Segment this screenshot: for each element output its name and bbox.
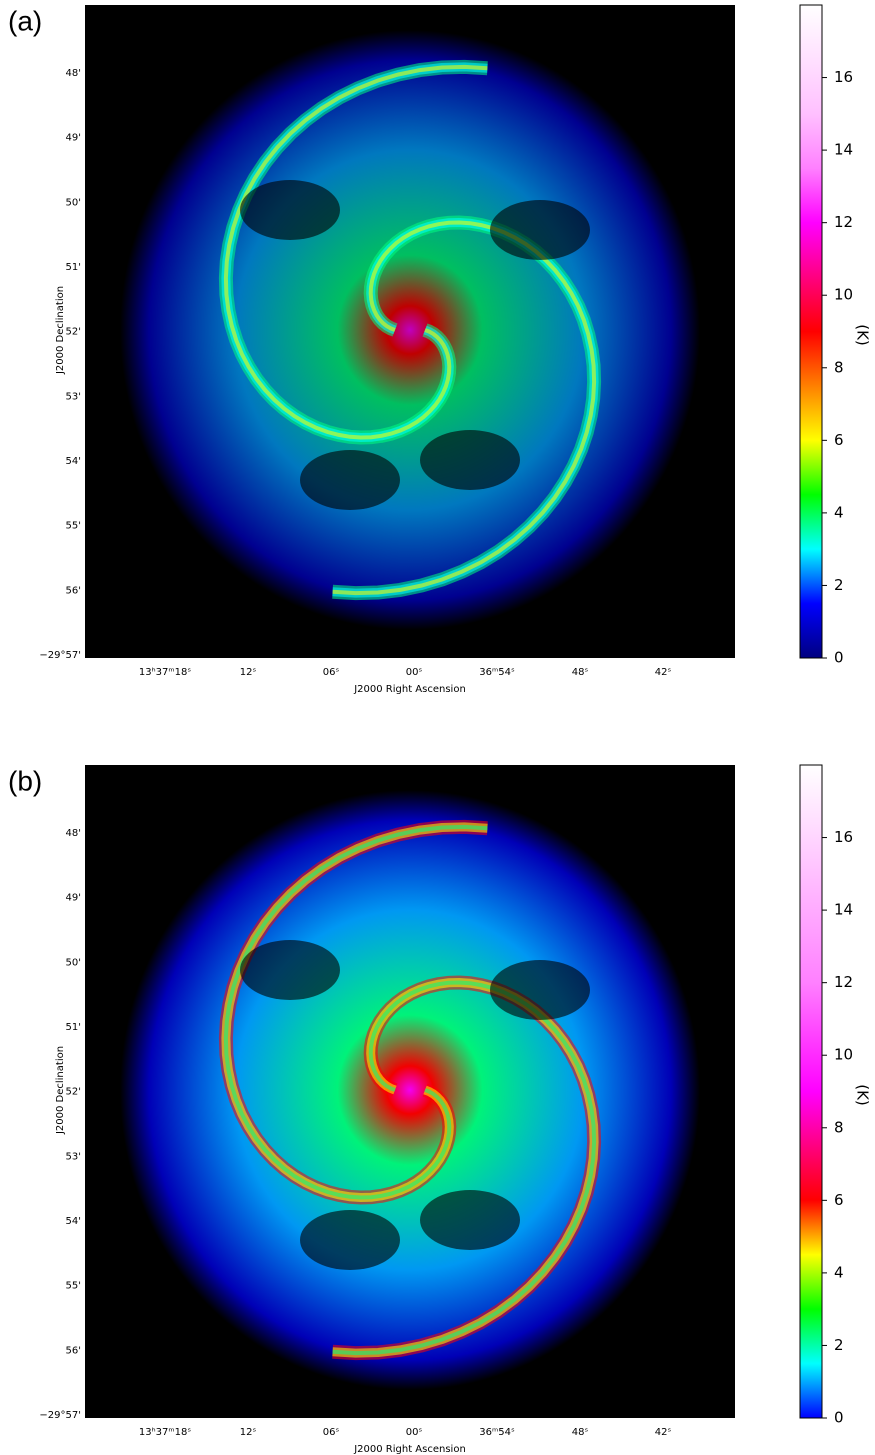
x-tick-label: 36ᵐ54ˢ xyxy=(479,1427,515,1438)
x-tick-label: 12ˢ xyxy=(240,1427,257,1438)
colorbar-tick-label: 6 xyxy=(834,1191,844,1209)
y-tick-label: 55' xyxy=(66,521,81,532)
x-axis-label: J2000 Right Ascension xyxy=(353,1444,466,1455)
void xyxy=(490,200,590,260)
y-tick-label: 48' xyxy=(66,828,81,839)
y-tick-label: 51' xyxy=(66,1022,81,1033)
y-tick-label: 50' xyxy=(66,197,81,208)
colorbar-tick-label: 12 xyxy=(834,973,853,991)
spiral-arm xyxy=(223,824,488,1200)
x-tick-label: 13ʰ37ᵐ18ˢ xyxy=(139,1427,191,1438)
y-tick-label: 54' xyxy=(66,456,81,467)
x-tick-label: 48ˢ xyxy=(572,1427,589,1438)
colorbar-tick-label: 4 xyxy=(834,1263,844,1281)
y-axis-label: J2000 Declination xyxy=(55,1046,66,1135)
x-tick-label: 42ˢ xyxy=(655,1427,672,1438)
y-tick-label: 53' xyxy=(66,1151,81,1162)
spiral-arm xyxy=(223,64,488,440)
void xyxy=(240,180,340,240)
colorbar-tick-label: 14 xyxy=(834,901,853,919)
y-tick-label: 50' xyxy=(66,957,81,968)
y-tick-label: 53' xyxy=(66,391,81,402)
colorbar-label: (K) xyxy=(854,1084,872,1106)
x-tick-label: 00ˢ xyxy=(406,1427,423,1438)
colorbar-tick-label: 2 xyxy=(834,576,844,594)
colorbar-tick-label: 2 xyxy=(834,1336,844,1354)
colorbar-tick-label: 0 xyxy=(834,649,844,667)
colorbar-tick-label: 16 xyxy=(834,828,853,846)
colorbar-tick-label: 0 xyxy=(834,1409,844,1427)
colorbar-tick-label: 12 xyxy=(834,213,853,231)
panel-label: (b) xyxy=(8,765,42,796)
panel-label: (a) xyxy=(8,5,42,36)
x-tick-label: 06ˢ xyxy=(323,1427,340,1438)
colorbar xyxy=(799,764,823,1419)
y-axis-label: J2000 Declination xyxy=(55,286,66,375)
void xyxy=(490,960,590,1020)
y-tick-label: 52' xyxy=(66,327,81,338)
void xyxy=(420,430,520,490)
x-tick-label: 06ˢ xyxy=(323,667,340,678)
void xyxy=(420,1190,520,1250)
y-tick-label: 51' xyxy=(66,262,81,273)
colorbar xyxy=(799,4,823,659)
colorbar-tick-label: 8 xyxy=(834,1118,844,1136)
colorbar-tick-label: 16 xyxy=(834,68,853,86)
colorbar-label: (K) xyxy=(854,324,872,346)
y-tick-label: 49' xyxy=(66,133,81,144)
y-tick-label: 52' xyxy=(66,1087,81,1098)
void xyxy=(300,1210,400,1270)
x-tick-label: 48ˢ xyxy=(572,667,589,678)
colorbar-tick-label: 10 xyxy=(834,1046,853,1064)
y-tick-label: 48' xyxy=(66,68,81,79)
y-tick-label: −29°57' xyxy=(39,650,81,661)
void xyxy=(240,940,340,1000)
galaxy xyxy=(120,790,700,1390)
void xyxy=(300,450,400,510)
colorbar-tick-label: 14 xyxy=(834,141,853,159)
y-tick-label: 56' xyxy=(66,1345,81,1356)
x-tick-label: 12ˢ xyxy=(240,667,257,678)
y-tick-label: 56' xyxy=(66,585,81,596)
galaxy xyxy=(120,30,700,630)
x-tick-label: 00ˢ xyxy=(406,667,423,678)
x-tick-label: 13ʰ37ᵐ18ˢ xyxy=(139,667,191,678)
colorbar-tick-label: 4 xyxy=(834,503,844,521)
y-tick-label: 49' xyxy=(66,893,81,904)
colorbar-tick-label: 6 xyxy=(834,431,844,449)
y-tick-label: 55' xyxy=(66,1281,81,1292)
x-axis-label: J2000 Right Ascension xyxy=(353,684,466,695)
y-tick-label: 54' xyxy=(66,1216,81,1227)
x-tick-label: 42ˢ xyxy=(655,667,672,678)
colorbar-tick-label: 10 xyxy=(834,286,853,304)
y-tick-label: −29°57' xyxy=(39,1410,81,1421)
colorbar-tick-label: 8 xyxy=(834,358,844,376)
x-tick-label: 36ᵐ54ˢ xyxy=(479,667,515,678)
